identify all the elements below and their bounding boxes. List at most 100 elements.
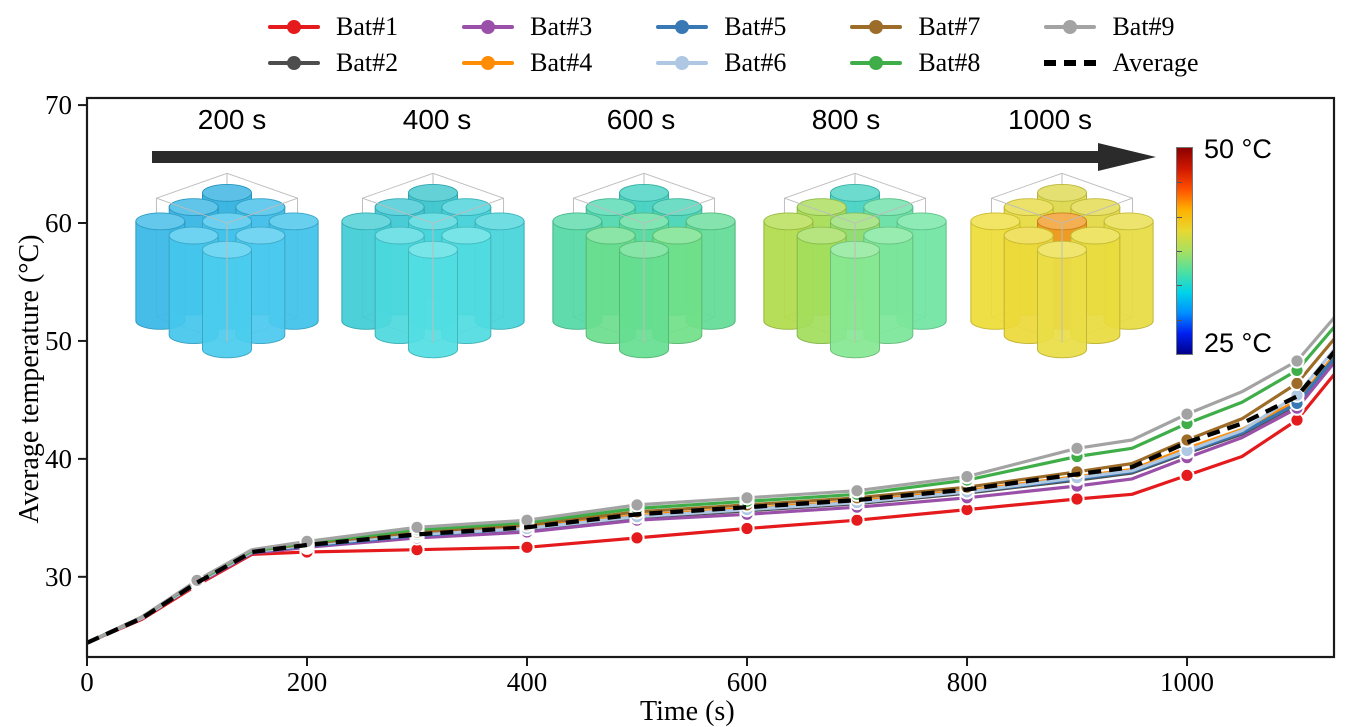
series-line-bat6 (87, 347, 1334, 645)
battery-cell-top (1003, 198, 1054, 216)
colorbar-tick (1177, 182, 1182, 184)
battery-cell-top (474, 212, 525, 231)
timeline-arrow-bar (152, 151, 1100, 163)
x-axis-title: Time (s) (640, 696, 735, 727)
battery-cell-top (585, 198, 636, 216)
timeline-label: 200 s (197, 104, 267, 135)
battery-cell-top (374, 198, 425, 216)
data-point-marker (739, 490, 755, 506)
timeline-label: 400 s (402, 104, 472, 135)
data-point-marker (1069, 491, 1085, 507)
legend-label: Bat#5 (724, 12, 787, 41)
y-tick-label: 60 (45, 208, 72, 238)
legend-line-marker-swatch (656, 20, 709, 34)
battery-cell-top (863, 198, 914, 216)
x-tick-label: 1000 (1160, 667, 1214, 697)
legend-line-marker-swatch (462, 56, 515, 70)
legend-item: Average (1044, 46, 1199, 80)
legend-label: Bat#6 (724, 48, 787, 77)
plot-frame (85, 96, 1336, 659)
battery-pack-render (970, 172, 1154, 359)
data-point-marker (629, 530, 645, 546)
legend-label: Bat#1 (336, 12, 399, 41)
colorbar-tick (1177, 319, 1182, 321)
data-point-marker (1179, 467, 1195, 483)
battery-cell-top (1003, 226, 1054, 245)
series-line-average (87, 349, 1334, 645)
battery-pack-render (341, 172, 525, 359)
chart-legend: Bat#1 Bat#2 Bat#3 Bat#4 Bat#5 Bat#6 Bat#7 Bat#8… (268, 10, 1199, 80)
legend-label: Bat#2 (336, 48, 399, 77)
series-line-bat4 (87, 353, 1334, 645)
timeline-label: 800 s (811, 104, 881, 135)
data-point-marker (519, 539, 535, 555)
legend-line-marker-swatch (850, 20, 903, 34)
data-point-marker (849, 512, 865, 528)
y-tick-label: 70 (45, 90, 72, 120)
battery-cell-top (202, 184, 252, 202)
legend-line-marker-swatch (656, 56, 709, 70)
x-tick-label: 400 (507, 667, 548, 697)
battery-cell-top (796, 226, 847, 245)
legend-item: Bat#9 (1044, 10, 1198, 44)
data-point-marker (849, 483, 865, 499)
battery-cell-top (441, 198, 492, 216)
legend-item: Bat#3 (462, 10, 592, 44)
battery-cell-top (408, 184, 458, 202)
colorbar-tick (1177, 251, 1182, 252)
legend-line-marker-swatch (268, 20, 320, 34)
legend-label: Bat#8 (918, 48, 981, 77)
legend-line-marker-swatch (462, 20, 515, 34)
colorbar-tick (1177, 216, 1182, 218)
battery-cell-top (685, 212, 736, 231)
battery-cell-top (1070, 226, 1121, 245)
legend-item: Bat#5 (656, 10, 786, 44)
battery-cell-top (1070, 198, 1121, 216)
legend-label: Bat#3 (530, 12, 593, 41)
legend-item: Bat#1 (268, 10, 398, 44)
battery-cell-top (970, 212, 1021, 231)
battery-cell-top (235, 198, 286, 216)
legend-label: Bat#9 (1112, 12, 1175, 41)
battery-cell-top (374, 226, 425, 245)
series-line-bat3 (87, 360, 1334, 645)
battery-cell-top (896, 212, 947, 231)
data-point-marker (1069, 440, 1085, 456)
data-point-marker (1179, 406, 1195, 422)
data-point-marker (409, 519, 425, 535)
legend-label: Bat#4 (530, 48, 593, 77)
y-axis-title: Average temperature (°C) (14, 234, 45, 524)
battery-cell-top (763, 212, 814, 231)
series-line-bat8 (87, 324, 1334, 645)
timeline-label: 1000 s (1007, 104, 1093, 135)
battery-cell-top (652, 226, 703, 245)
colorbar-tick (1177, 285, 1182, 287)
y-tick-label: 30 (45, 562, 72, 592)
timeline-arrow-head-icon (1098, 143, 1156, 171)
battery-cell-top (168, 226, 219, 245)
colorbar-max-label: 50 °C (1204, 134, 1272, 164)
data-point-marker (629, 497, 645, 513)
colorbar-min-label: 25 °C (1204, 328, 1272, 358)
battery-pack-render (135, 172, 319, 359)
battery-cell-top (268, 212, 319, 231)
x-tick-label: 0 (80, 667, 94, 697)
battery-pack-render (552, 172, 736, 359)
legend-item: Bat#6 (656, 46, 786, 80)
legend-label: Bat#7 (918, 12, 981, 41)
legend-dashed-line-swatch (1044, 56, 1097, 70)
timeline-label: 600 s (606, 104, 676, 135)
battery-cell-top (135, 212, 186, 231)
battery-cell-top (619, 184, 669, 202)
battery-cell-top (168, 198, 219, 216)
battery-cell-top (830, 184, 880, 202)
battery-cell-top (235, 226, 286, 245)
legend-label: Average (1112, 48, 1199, 77)
y-tick-label: 50 (45, 326, 72, 356)
battery-cell-top (652, 198, 703, 216)
battery-pack-render (763, 172, 947, 359)
y-tick-label: 40 (45, 444, 72, 474)
temperature-colorbar (1176, 147, 1193, 355)
